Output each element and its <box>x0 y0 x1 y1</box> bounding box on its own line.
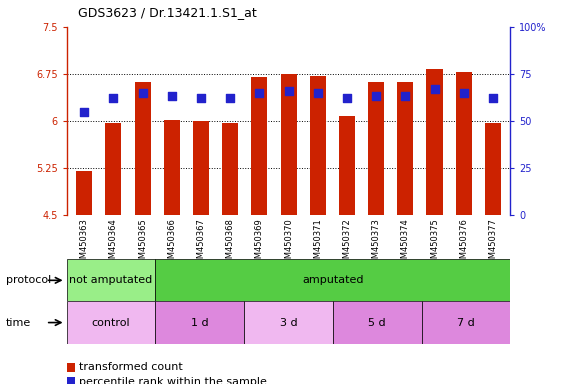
Bar <box>106 123 121 215</box>
Bar <box>368 82 384 215</box>
Point <box>255 90 264 96</box>
Bar <box>310 76 326 215</box>
Text: GSM450367: GSM450367 <box>197 218 205 270</box>
Bar <box>155 259 510 301</box>
Bar <box>281 74 296 215</box>
Bar <box>426 69 443 215</box>
Bar <box>244 301 333 344</box>
Bar <box>67 259 155 301</box>
Text: 5 d: 5 d <box>368 318 386 328</box>
Text: GSM450366: GSM450366 <box>167 218 176 270</box>
Bar <box>155 301 244 344</box>
Text: 7 d: 7 d <box>457 318 475 328</box>
Bar <box>76 171 92 215</box>
Text: amputated: amputated <box>302 275 364 285</box>
Point <box>284 88 293 94</box>
Bar <box>397 82 414 215</box>
Bar <box>164 120 180 215</box>
Point <box>401 93 410 99</box>
Point <box>226 95 235 101</box>
Bar <box>333 301 422 344</box>
Text: GSM450371: GSM450371 <box>313 218 322 269</box>
Bar <box>222 123 238 215</box>
Text: 1 d: 1 d <box>191 318 209 328</box>
Text: GSM450376: GSM450376 <box>459 218 468 270</box>
Point <box>459 90 468 96</box>
Bar <box>67 301 155 344</box>
Text: GSM450368: GSM450368 <box>226 218 235 270</box>
Point <box>79 109 89 115</box>
Point <box>313 90 322 96</box>
Bar <box>485 123 501 215</box>
Bar <box>339 116 355 215</box>
Point <box>138 90 147 96</box>
Text: GSM450375: GSM450375 <box>430 218 439 269</box>
Bar <box>193 121 209 215</box>
Point <box>488 95 498 101</box>
Text: 3 d: 3 d <box>280 318 298 328</box>
Text: GSM450372: GSM450372 <box>342 218 351 269</box>
Point <box>197 95 206 101</box>
Point <box>371 93 380 99</box>
Text: GSM450369: GSM450369 <box>255 218 264 269</box>
Point <box>342 95 351 101</box>
Text: GDS3623 / Dr.13421.1.S1_at: GDS3623 / Dr.13421.1.S1_at <box>78 6 257 19</box>
Point <box>430 86 439 92</box>
Text: GSM450364: GSM450364 <box>109 218 118 269</box>
Text: transformed count: transformed count <box>79 362 183 372</box>
Text: not amputated: not amputated <box>70 275 153 285</box>
Bar <box>135 82 151 215</box>
Text: control: control <box>92 318 130 328</box>
Point <box>167 93 176 99</box>
Text: time: time <box>6 318 31 328</box>
Text: GSM450373: GSM450373 <box>372 218 380 270</box>
Text: protocol: protocol <box>6 275 51 285</box>
Text: GSM450377: GSM450377 <box>488 218 498 270</box>
Bar <box>456 72 472 215</box>
Text: GSM450365: GSM450365 <box>138 218 147 269</box>
Text: GSM450374: GSM450374 <box>401 218 410 269</box>
Point <box>109 95 118 101</box>
Text: GSM450363: GSM450363 <box>79 218 89 270</box>
Text: GSM450370: GSM450370 <box>284 218 293 269</box>
Bar <box>251 77 267 215</box>
Bar <box>422 301 510 344</box>
Text: percentile rank within the sample: percentile rank within the sample <box>79 377 267 384</box>
